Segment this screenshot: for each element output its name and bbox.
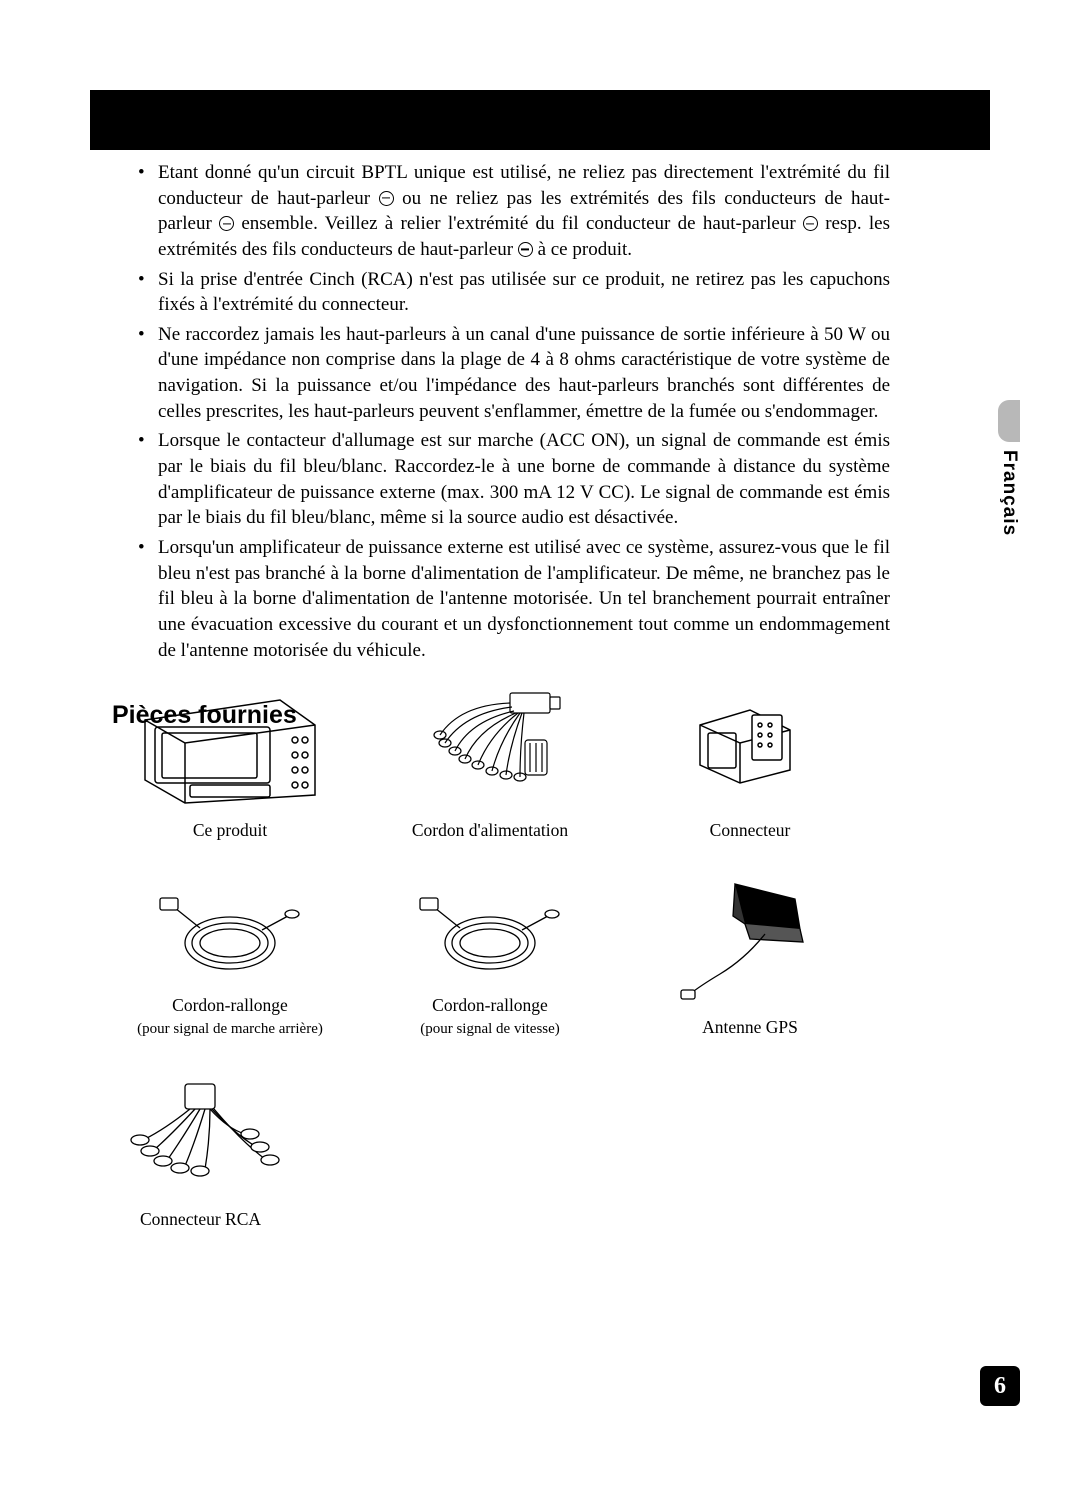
sidebar-tab-shape <box>998 400 1020 442</box>
part-item: Cordon d'alimentation <box>370 680 610 842</box>
part-image-ext-cord-reverse <box>150 880 310 985</box>
minus-icon <box>803 216 818 231</box>
header-black-bar <box>90 90 990 150</box>
bullet-list: Etant donné qu'un circuit BPTL unique es… <box>130 160 890 663</box>
caption-text: Cordon-rallonge <box>172 995 288 1015</box>
part-caption: Antenne GPS <box>702 1017 798 1039</box>
part-caption: Connecteur RCA <box>110 1209 261 1231</box>
part-image-product <box>140 680 320 810</box>
parts-row: Ce produit <box>110 680 890 842</box>
caption-sub: (pour signal de marche arrière) <box>137 1021 323 1037</box>
part-image-gps-antenna <box>675 872 825 1007</box>
page-number-badge: 6 <box>980 1366 1020 1406</box>
part-image-ext-cord-speed <box>410 880 570 985</box>
part-item: Connecteur RCA <box>110 1069 350 1231</box>
caption-text: Connecteur RCA <box>140 1209 261 1229</box>
caption-text: Cordon-rallonge <box>432 995 548 1015</box>
bullet-item: Lorsque le contacteur d'allumage est sur… <box>130 428 890 531</box>
caption-text: Ce produit <box>193 820 267 840</box>
part-item: Cordon-rallonge (pour signal de vitesse) <box>370 880 610 1039</box>
part-item: Antenne GPS <box>630 872 870 1039</box>
sidebar-language-text: Français <box>998 450 1020 536</box>
bullet-item: Etant donné qu'un circuit BPTL unique es… <box>130 160 890 263</box>
bullet-item: Ne raccordez jamais les haut-parleurs à … <box>130 322 890 425</box>
part-image-power-cord <box>400 680 580 810</box>
part-item: Ce produit <box>110 680 350 842</box>
part-caption: Ce produit <box>193 820 267 842</box>
parts-grid: Ce produit <box>110 680 890 1261</box>
parts-row: Cordon-rallonge (pour signal de marche a… <box>110 872 890 1039</box>
part-image-rca-connector <box>110 1069 290 1199</box>
caption-sub: (pour signal de vitesse) <box>420 1021 560 1037</box>
part-image-connector <box>680 680 820 810</box>
part-caption: Cordon-rallonge (pour signal de vitesse) <box>420 995 560 1039</box>
bullet-item: Si la prise d'entrée Cinch (RCA) n'est p… <box>130 267 890 318</box>
sidebar-language-tab: Français <box>998 400 1020 536</box>
caption-text: Connecteur <box>710 820 791 840</box>
part-caption: Cordon d'alimentation <box>412 820 568 842</box>
caption-text: Cordon d'alimentation <box>412 820 568 840</box>
minus-icon <box>379 191 394 206</box>
caption-text: Antenne GPS <box>702 1017 798 1037</box>
part-item: Connecteur <box>630 680 870 842</box>
part-caption: Connecteur <box>710 820 791 842</box>
parts-row: Connecteur RCA <box>110 1069 890 1231</box>
part-caption: Cordon-rallonge (pour signal de marche a… <box>137 995 323 1039</box>
main-content: Etant donné qu'un circuit BPTL unique es… <box>130 160 890 758</box>
minus-icon <box>518 242 533 257</box>
minus-icon <box>219 216 234 231</box>
bullet-item: Lorsqu'un amplificateur de puissance ext… <box>130 535 890 663</box>
part-item: Cordon-rallonge (pour signal de marche a… <box>110 880 350 1039</box>
